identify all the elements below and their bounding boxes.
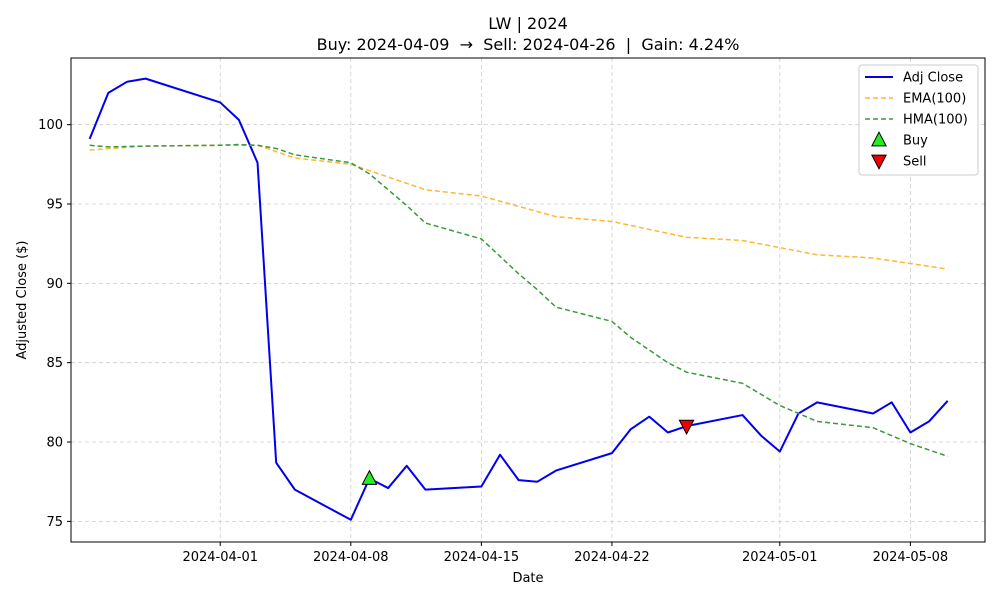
grid — [71, 58, 985, 542]
y-tick-label: 85 — [46, 356, 63, 371]
y-tick-label: 95 — [46, 197, 63, 212]
x-tick-label: 2024-05-01 — [742, 550, 818, 565]
sell-marker — [678, 419, 695, 436]
axis-ticks: 2024-04-01 2024-04-08 2024-04-15 2024-04-22… — [38, 118, 948, 565]
x-tick-label: 2024-05-08 — [873, 550, 949, 565]
legend-label-ema-100: EMA(100) — [903, 92, 966, 107]
y-tick-label: 80 — [46, 436, 63, 451]
plot-frame — [70, 57, 986, 543]
trade-markers — [361, 419, 695, 485]
x-tick-label: 2024-04-15 — [444, 550, 520, 565]
legend: Adj Close EMA(100) HMA(100) Buy Sell — [858, 64, 979, 176]
series-line-ema-100 — [89, 144, 948, 270]
legend-box — [858, 64, 979, 176]
y-tick-label: 75 — [46, 515, 63, 530]
series-line-hma-100 — [89, 143, 948, 458]
x-axis-label: Date — [512, 571, 543, 586]
legend-swatch-buy — [871, 131, 887, 147]
y-axis-label: Adjusted Close ($) — [15, 241, 30, 360]
legend-label-hma-100: HMA(100) — [903, 113, 968, 128]
buy-marker — [361, 469, 378, 485]
chart-title: LW | 2024 — [488, 14, 568, 33]
series-line-adj-close — [88, 77, 949, 521]
y-tick-label: 100 — [38, 118, 63, 133]
series-lines — [88, 77, 949, 521]
x-tick-label: 2024-04-22 — [574, 550, 650, 565]
legend-label-buy: Buy — [903, 134, 928, 149]
legend-label-sell: Sell — [903, 155, 926, 170]
x-tick-label: 2024-04-08 — [313, 550, 389, 565]
x-tick-label: 2024-04-01 — [182, 550, 258, 565]
legend-swatch-sell — [871, 154, 887, 170]
chart-subtitle: Buy: 2024-04-09 → Sell: 2024-04-26 | Gai… — [317, 35, 740, 54]
y-tick-label: 90 — [46, 277, 63, 292]
legend-label-adj-close: Adj Close — [903, 71, 963, 86]
